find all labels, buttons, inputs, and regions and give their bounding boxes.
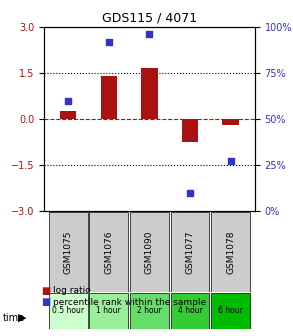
Text: ■: ■ [41,286,50,296]
FancyBboxPatch shape [49,212,88,292]
FancyBboxPatch shape [89,293,128,329]
Text: 2 hour: 2 hour [137,306,162,316]
Title: GDS115 / 4071: GDS115 / 4071 [102,11,197,24]
Text: GSM1090: GSM1090 [145,230,154,274]
FancyBboxPatch shape [171,293,209,329]
FancyBboxPatch shape [171,212,209,292]
Text: 1 hour: 1 hour [96,306,121,316]
FancyBboxPatch shape [89,212,128,292]
Bar [222,119,239,125]
Text: 0.5 hour: 0.5 hour [52,306,84,316]
Text: ▶: ▶ [18,312,26,323]
Bar [101,76,117,119]
Bar [182,119,198,142]
Text: 4 hour: 4 hour [178,306,202,316]
Point [147,32,152,37]
Point [107,39,111,44]
FancyBboxPatch shape [130,212,169,292]
Text: GSM1076: GSM1076 [104,230,113,274]
Point [188,190,192,196]
FancyBboxPatch shape [211,212,250,292]
Text: time: time [3,312,25,323]
Point [228,159,233,164]
Text: GSM1075: GSM1075 [64,230,73,274]
Bar [141,68,158,119]
Text: ■: ■ [41,297,50,307]
Bar [60,112,76,119]
Text: GSM1077: GSM1077 [185,230,195,274]
FancyBboxPatch shape [211,293,250,329]
FancyBboxPatch shape [49,293,88,329]
Text: 6 hour: 6 hour [218,306,243,316]
Text: GSM1078: GSM1078 [226,230,235,274]
FancyBboxPatch shape [130,293,169,329]
Text: log ratio: log ratio [53,286,91,295]
Point [66,98,71,103]
Text: percentile rank within the sample: percentile rank within the sample [53,298,206,307]
